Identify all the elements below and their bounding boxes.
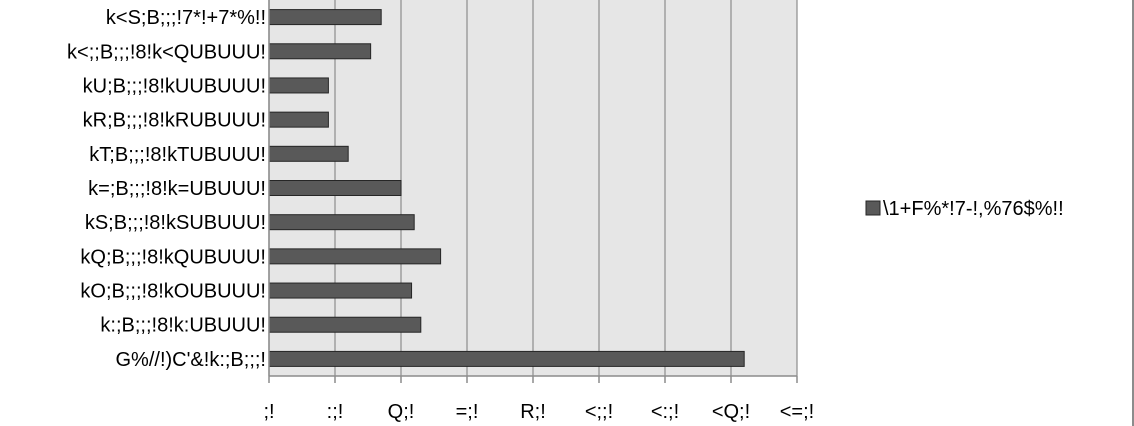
category-label: kR;B;;;!8!kRUBUUU!: [83, 110, 266, 132]
category-label: k<S;B;;;!7*!+7*%!!: [106, 7, 266, 29]
category-label: k:;B;;;!8!k:UBUUU!: [100, 315, 266, 337]
category-labels: k<S;B;;;!7*!+7*%!! k<;;B;;;!8!k<QUBUUU! kU…: [67, 7, 266, 371]
category-label: k<;;B;;;!8!k<QUBUUU!: [67, 41, 266, 63]
x-tick-label: <Q;!: [712, 401, 750, 423]
bar: [268, 9, 382, 26]
legend-label: \1+F%*!7-!,%76$%!!: [883, 198, 1064, 220]
category-label: kT;B;;;!8!kTUBUUU!: [89, 144, 266, 166]
category-label: kO;B;;;!8!kOUBUUU!: [80, 281, 266, 303]
bar: [268, 111, 329, 128]
bar: [268, 77, 329, 94]
x-tick-label: =;!: [456, 401, 479, 423]
x-tick-label: :;!: [327, 401, 344, 423]
bar: [268, 316, 422, 333]
category-label: kU;B;;;!8!kUUBUUU!: [83, 75, 266, 97]
bar: [268, 43, 372, 60]
frame-border: [1132, 0, 1134, 426]
legend-swatch: [865, 200, 881, 216]
bar: [268, 282, 413, 299]
bar: [268, 248, 442, 265]
x-tick-label: R;!: [520, 401, 546, 423]
category-label: kS;B;;;!8!kSUBUUU!: [85, 212, 266, 234]
legend: \1+F%*!7-!,%76$%!!: [865, 198, 1064, 220]
x-tick-label: ;!: [263, 401, 274, 423]
x-tick-label: <=;!: [780, 401, 814, 423]
bar: [268, 350, 745, 367]
bar: [268, 180, 402, 196]
x-tick-label: Q;!: [388, 401, 415, 423]
x-axis: ;!:;! Q;! =;! R;! <;;! <:;! <Q;! <=;!: [263, 0, 814, 423]
x-tick-label: <;;!: [585, 401, 613, 423]
bar: [268, 145, 349, 162]
bar: [268, 214, 415, 231]
category-label: k=;B;;;!8!k=UBUUU!: [88, 178, 266, 200]
x-tick-label: <:;!: [651, 401, 679, 423]
category-label: G%//!)C'&!k:;B;;;!: [115, 349, 266, 371]
category-label: kQ;B;;;!8!kQUBUUU!: [80, 246, 266, 268]
